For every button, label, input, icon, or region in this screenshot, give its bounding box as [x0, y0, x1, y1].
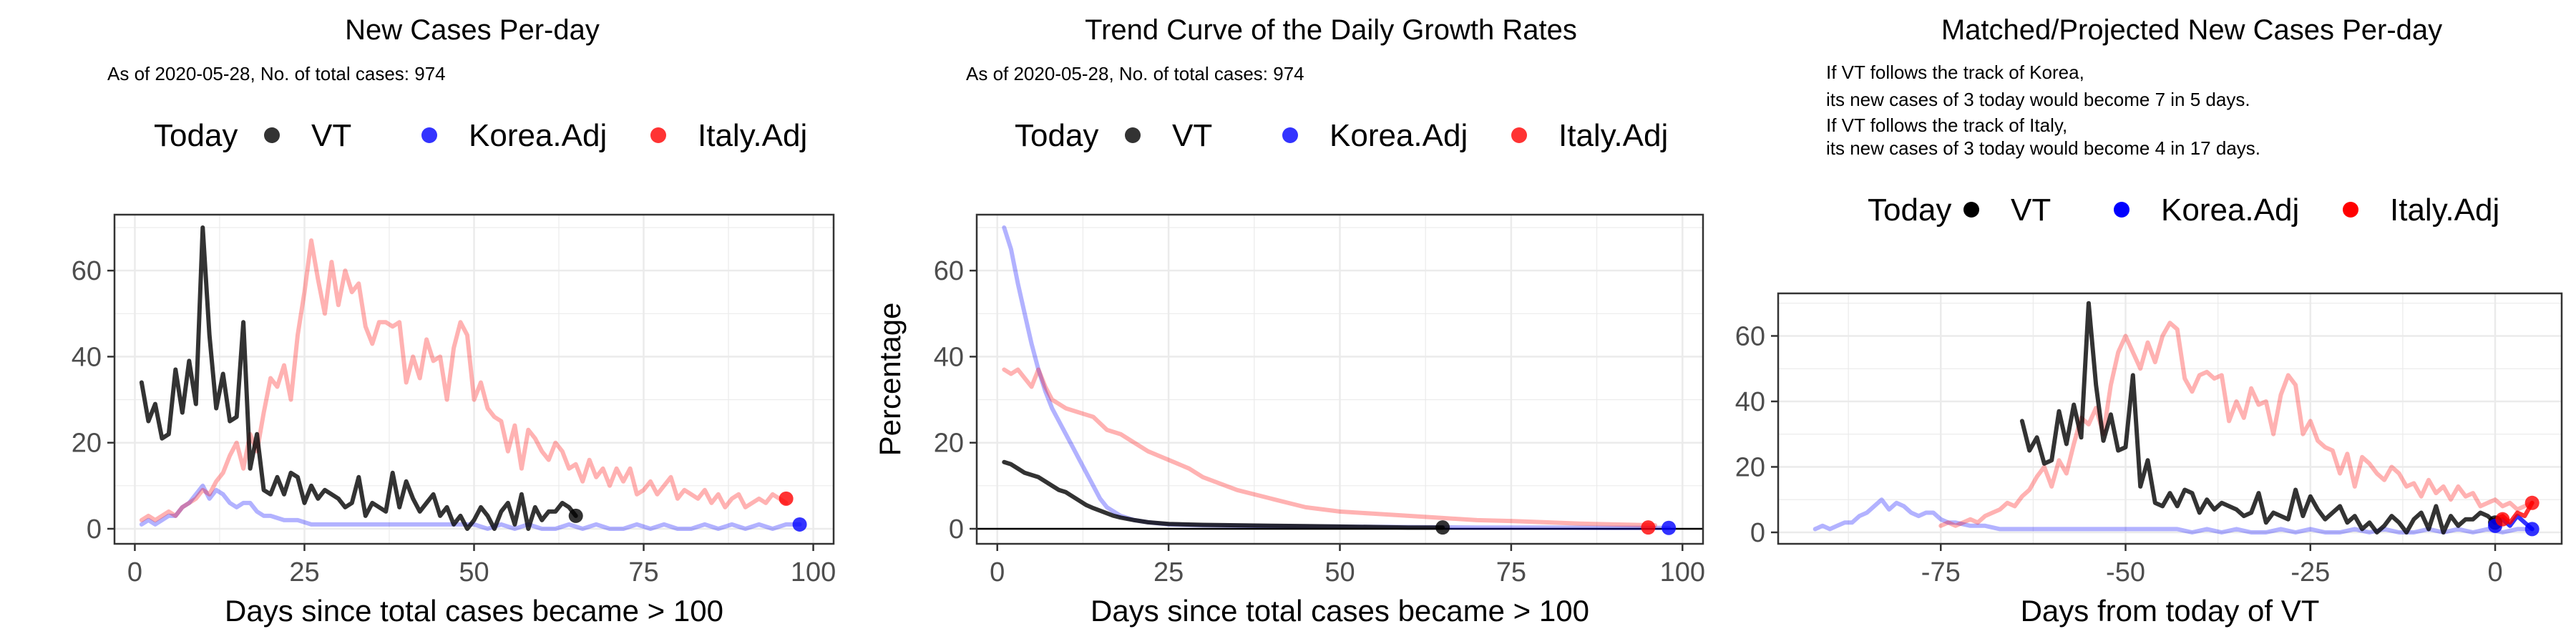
series-line-korea-adj [139, 483, 802, 531]
x-tick-label: -75 [1921, 557, 1961, 587]
x-tick-label: -25 [2290, 557, 2330, 587]
series-line-italy-adj [1002, 367, 1657, 528]
legend-key-korea-adj [1282, 127, 1298, 143]
legend-title: Today [1868, 192, 1951, 228]
chart-subtitle: its new cases of 3 today would become 4 … [1826, 137, 2260, 159]
legend-label: Korea.Adj [2161, 192, 2299, 228]
x-tick-label: 50 [459, 557, 489, 587]
x-tick-label: 100 [1660, 557, 1705, 587]
chart-title: Matched/Projected New Cases Per-day [1941, 14, 2442, 46]
legend-label: Italy.Adj [698, 118, 807, 153]
legend-label: VT [311, 118, 351, 153]
series-line-vt [1002, 459, 1445, 530]
y-tick-label: 60 [72, 256, 102, 286]
series-line-vt [139, 225, 578, 531]
x-tick-label: 100 [791, 557, 836, 587]
today-point-vt [1435, 520, 1450, 535]
y-tick-label: 0 [1750, 518, 1765, 548]
y-tick-label: 40 [934, 342, 964, 372]
today-point-korea-adj [1662, 520, 1677, 535]
today-point-korea-adj [792, 517, 807, 532]
chart-2: Trend Curve of the Daily Growth Rates As … [873, 14, 1705, 628]
x-tick-label: 0 [990, 557, 1005, 587]
x-tick-label: 50 [1324, 557, 1355, 587]
legend-label: VT [2011, 192, 2051, 228]
today-point-italy-adj [2524, 495, 2540, 510]
series-line-italy-adj [1938, 321, 2534, 528]
chart-title: New Cases Per-day [345, 14, 600, 46]
legend-label: Korea.Adj [469, 118, 607, 153]
x-axis-label: Days since total cases became > 100 [225, 594, 723, 628]
x-tick-label: 25 [289, 557, 319, 587]
y-tick-label: 40 [72, 342, 102, 372]
y-tick-label: 60 [1735, 321, 1765, 351]
y-tick-label: 20 [934, 429, 964, 459]
x-axis-label: Days since total cases became > 100 [1091, 594, 1589, 628]
legend-title: Today [154, 118, 238, 153]
chart-3: Matched/Projected New Cases Per-day If VT… [1735, 14, 2563, 628]
y-axis-label: Percentage [873, 303, 907, 457]
y-tick-label: 20 [72, 429, 102, 459]
today-point-italy-adj [1641, 520, 1656, 535]
legend-key-italy-adj [1511, 127, 1527, 143]
y-tick-label: 20 [1735, 452, 1765, 482]
legend: Today VT Korea.Adj Italy.Adj [154, 118, 807, 153]
chart-1: New Cases Per-day As of 2020-05-28, No. o… [72, 14, 836, 628]
chart-subtitle: As of 2020-05-28, No. of total cases: 97… [107, 63, 446, 84]
x-tick-label: -50 [2106, 557, 2145, 587]
legend-key-korea-adj [421, 127, 437, 143]
legend-title: Today [1015, 118, 1098, 153]
y-tick-label: 0 [87, 514, 102, 545]
legend-key-vt [1125, 127, 1141, 143]
legend-key-vt [1963, 202, 1979, 218]
chart-subtitle: If VT follows the track of Italy, [1826, 114, 2067, 136]
x-tick-label: 0 [2487, 557, 2502, 587]
legend-label: Korea.Adj [1330, 118, 1468, 153]
today-point-italy-adj [2495, 512, 2510, 527]
plot-panel [1777, 292, 2563, 545]
legend: Today VT Korea.Adj Italy.Adj [1868, 192, 2499, 228]
today-point-korea-adj [2524, 522, 2540, 537]
x-tick-label: 25 [1153, 557, 1184, 587]
legend-label: Italy.Adj [2390, 192, 2499, 228]
y-tick-label: 40 [1735, 387, 1765, 417]
x-axis-label: Days from today of VT [2021, 594, 2320, 628]
legend-key-vt [264, 127, 280, 143]
legend-label: Italy.Adj [1558, 118, 1668, 153]
legend-key-italy-adj [2343, 202, 2358, 218]
legend-label: VT [1172, 118, 1212, 153]
chart-subtitle: If VT follows the track of Korea, [1826, 62, 2084, 83]
today-point-italy-adj [779, 491, 794, 506]
series-line-vt [2019, 301, 2497, 535]
x-tick-label: 75 [628, 557, 658, 587]
today-point-vt [568, 508, 583, 523]
chart-subtitle: As of 2020-05-28, No. of total cases: 97… [966, 63, 1304, 84]
y-tick-label: 0 [949, 514, 964, 545]
chart-title: Trend Curve of the Daily Growth Rates [1085, 14, 1577, 46]
chart-subtitle: its new cases of 3 today would become 7 … [1826, 89, 2250, 110]
legend: Today VT Korea.Adj Italy.Adj [1015, 118, 1668, 153]
y-tick-label: 60 [934, 256, 964, 286]
x-tick-label: 0 [127, 557, 142, 587]
x-tick-label: 75 [1496, 557, 1526, 587]
legend-key-korea-adj [2114, 202, 2129, 218]
series-line-korea-adj [1002, 225, 1672, 530]
series-line-korea-adj [1813, 497, 2534, 535]
legend-key-italy-adj [650, 127, 666, 143]
